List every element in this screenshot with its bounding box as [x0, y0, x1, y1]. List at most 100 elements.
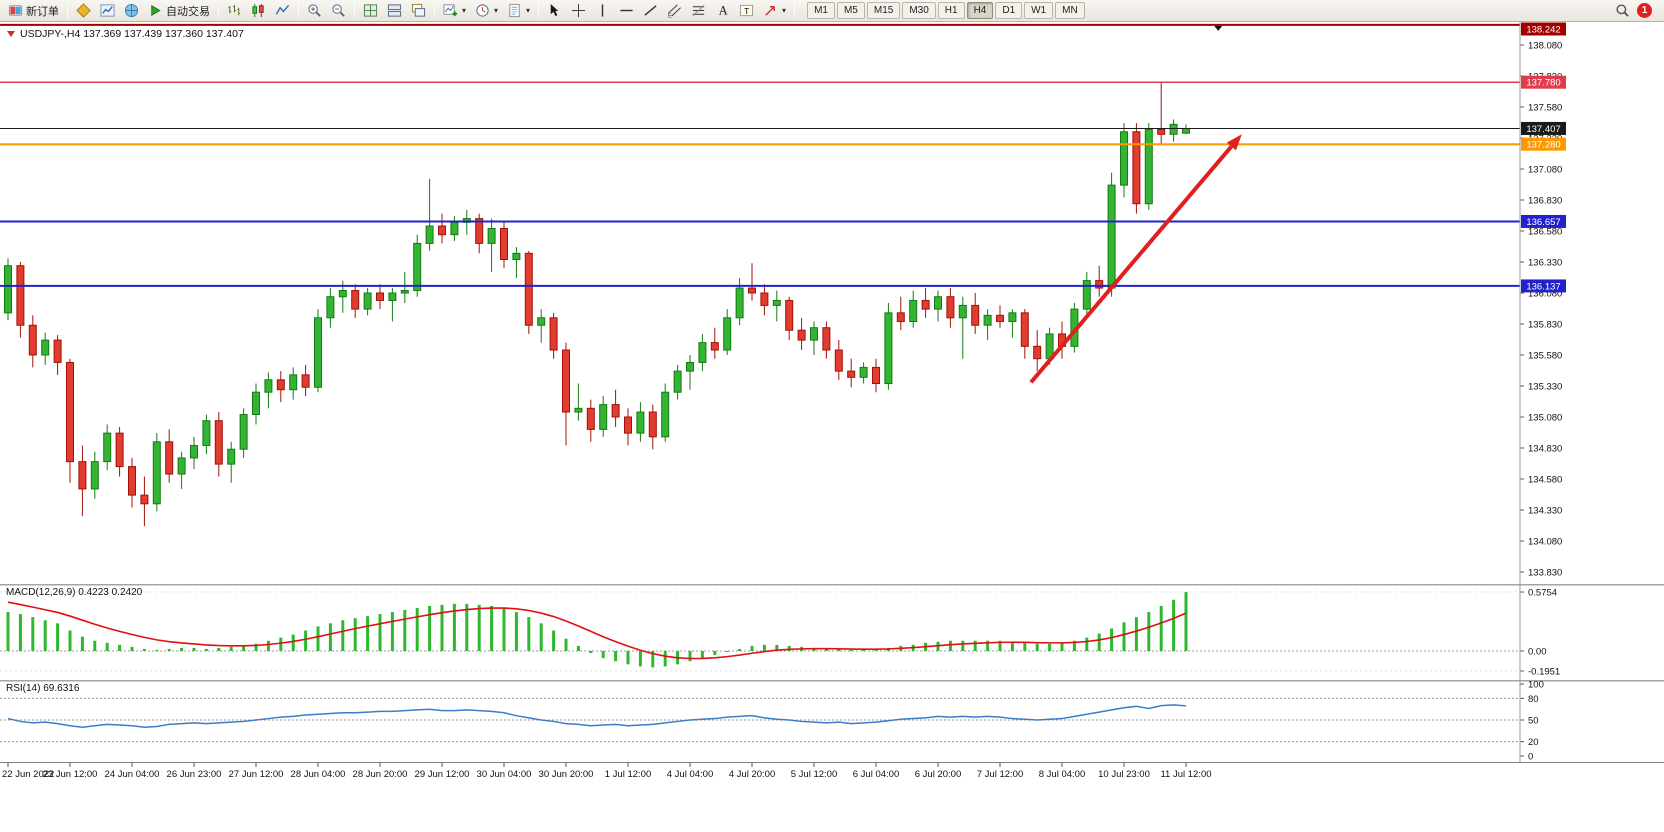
trend-arrow-head — [1226, 134, 1242, 151]
channel-icon: E — [668, 4, 681, 18]
candle-body — [227, 448, 236, 465]
candle-body — [90, 461, 99, 490]
template-file-icon — [509, 3, 520, 18]
toolbar: 新订单 自动交易 — [0, 0, 1664, 22]
tile-horizontal-icon — [387, 4, 402, 17]
candle-body — [524, 252, 533, 326]
price-axis-label: 136.330 — [1528, 258, 1562, 269]
rsi-canvas[interactable]: 100 80 50 20 0 — [0, 680, 1664, 762]
candle-body — [214, 420, 223, 465]
timeframe-button-m30[interactable]: M30 — [902, 2, 936, 19]
candle-body — [376, 292, 384, 301]
notification-badge[interactable]: 1 — [1637, 3, 1652, 18]
toolbar-separator — [218, 3, 219, 18]
tile-grid-icon — [363, 4, 378, 17]
candle-body — [884, 312, 893, 385]
candle-body — [1157, 128, 1166, 135]
chevron-down-icon: ▾ — [494, 6, 499, 15]
indicators-button[interactable]: ▾ — [439, 1, 470, 21]
time-axis-label: 1 Jul 12:00 — [605, 769, 651, 780]
rsi-label: RSI(14) 69.6316 — [6, 683, 80, 694]
toolbar-separator — [794, 3, 796, 18]
timeframe-button-mn[interactable]: MN — [1055, 2, 1085, 19]
crosshair-tool-button[interactable] — [567, 1, 590, 21]
tile-windows-button[interactable] — [359, 1, 382, 21]
trendline-tool-button[interactable] — [639, 1, 662, 21]
candle-body — [971, 304, 980, 326]
price-axis-label: 134.580 — [1528, 475, 1562, 486]
zoom-in-button[interactable] — [303, 1, 326, 21]
cursor-tool-button[interactable] — [543, 1, 566, 21]
tile-horizontal-button[interactable] — [383, 1, 406, 21]
candle-body — [896, 312, 905, 323]
time-axis-label: 27 Jun 12:00 — [229, 769, 284, 780]
chart-profile-button[interactable] — [72, 1, 95, 21]
price-axis-label: 134.080 — [1528, 537, 1562, 548]
candlestick-chart-button[interactable] — [247, 1, 270, 21]
arrows-tool-button[interactable]: ▾ — [759, 1, 790, 21]
zoom-out-button[interactable] — [327, 1, 350, 21]
cursor-icon — [550, 3, 559, 17]
candle-body — [177, 457, 186, 475]
chart-symbol-marker-icon — [7, 31, 15, 37]
timeframe-button-m15[interactable]: M15 — [866, 2, 901, 19]
candle-body — [103, 432, 112, 463]
macd-signal-line — [7, 601, 1187, 660]
timeframe-button-h4[interactable]: H4 — [966, 2, 994, 19]
auto-trading-button[interactable]: 自动交易 — [144, 1, 214, 21]
zoom-in-icon — [308, 4, 321, 17]
search-icon[interactable] — [1615, 3, 1630, 18]
data-window-button[interactable] — [120, 1, 143, 21]
time-axis-label: 28 Jun 04:00 — [291, 769, 346, 780]
timeframe-button-m5[interactable]: M5 — [836, 2, 865, 19]
candle-body — [797, 329, 806, 341]
label-tool-button[interactable]: T — [735, 1, 758, 21]
timeframe-button-d1[interactable]: D1 — [995, 2, 1023, 19]
time-axis-label: 22 Jun 2022 — [2, 769, 54, 780]
price-badge — [1521, 214, 1566, 228]
candle-body — [425, 225, 434, 244]
candle-body — [549, 317, 558, 351]
macd-canvas[interactable]: 0.5754 0.00 -0.1951 — [0, 584, 1664, 680]
horizontal-line-tool-button[interactable] — [615, 1, 638, 21]
bar-chart-button[interactable] — [223, 1, 246, 21]
rsi-axis-label: 100 — [1528, 680, 1544, 691]
candle-body — [487, 228, 496, 244]
market-watch-button[interactable] — [96, 1, 119, 21]
main-chart-canvas[interactable]: 138.080137.830137.580137.330137.080136.8… — [0, 22, 1664, 584]
candle-body — [152, 441, 161, 505]
candle-body — [1095, 280, 1104, 289]
text-tool-button[interactable]: A — [711, 1, 734, 21]
timeframe-button-h1[interactable]: H1 — [937, 2, 965, 19]
time-axis-label: 4 Jul 04:00 — [667, 769, 713, 780]
price-axis-label: 133.830 — [1528, 568, 1562, 579]
rsi-axis-label: 20 — [1528, 737, 1539, 748]
equidistant-channel-tool-button[interactable]: E — [663, 1, 686, 21]
candle-body — [264, 379, 273, 393]
candle-body — [190, 445, 198, 459]
price-badge — [1521, 75, 1566, 89]
trendline-icon — [644, 5, 657, 16]
candle-body — [958, 304, 967, 319]
templates-button[interactable]: ▾ — [503, 1, 534, 21]
candle-body — [1132, 131, 1141, 205]
new-order-button[interactable]: 新订单 — [4, 1, 63, 21]
text-tool-glyph: A — [719, 4, 728, 18]
candle-body — [735, 287, 744, 319]
time-axis-label: 24 Jun 04:00 — [105, 769, 160, 780]
candle-body — [859, 366, 868, 378]
timeframe-button-m1[interactable]: M1 — [807, 2, 835, 19]
cascade-windows-button[interactable] — [407, 1, 430, 21]
line-chart-button[interactable] — [271, 1, 294, 21]
bar-chart-icon — [228, 4, 241, 16]
periods-button[interactable]: ▾ — [471, 1, 502, 21]
candle-body — [611, 404, 620, 418]
candle-body — [686, 361, 694, 372]
timeframe-button-w1[interactable]: W1 — [1024, 2, 1054, 19]
candle-body — [66, 361, 74, 463]
fibonacci-tool-button[interactable] — [687, 1, 710, 21]
new-order-icon — [8, 5, 23, 16]
chart-ohlc-title: USDJPY-,H4 137.369 137.439 137.360 137.4… — [20, 28, 244, 40]
vertical-line-tool-button[interactable] — [591, 1, 614, 21]
